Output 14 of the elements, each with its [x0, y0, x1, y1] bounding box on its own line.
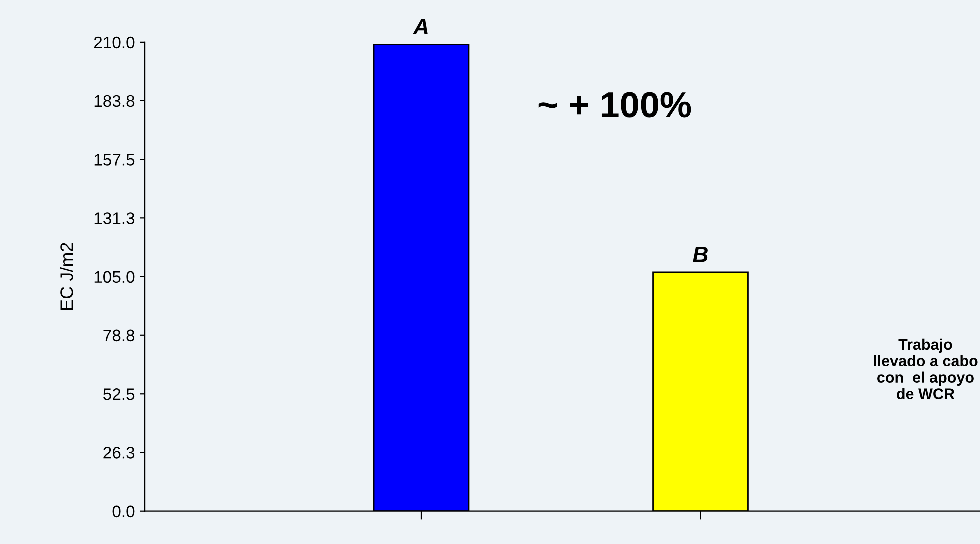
y-tick-label: 78.8: [104, 330, 135, 342]
y-tick-label: 26.3: [104, 447, 135, 459]
data-label: A: [413, 19, 428, 34]
y-tick-label: 157.5: [94, 154, 135, 166]
y-tick-label: 131.3: [94, 212, 135, 224]
y-tick-label: 210.0: [94, 36, 135, 49]
y-tick-label: 52.5: [104, 388, 135, 400]
annotation: ~ + 100%: [538, 92, 692, 118]
y-tick-label: 0.0: [112, 506, 135, 518]
y-tick-label: 183.8: [94, 95, 135, 108]
data-label: B: [693, 246, 708, 262]
annotation: Trabajo llevado a cabo con el apoyo de WCR: [874, 338, 978, 400]
y-axis-title: EC J/m2: [60, 243, 74, 310]
y-tick-label: 105.0: [94, 271, 135, 284]
